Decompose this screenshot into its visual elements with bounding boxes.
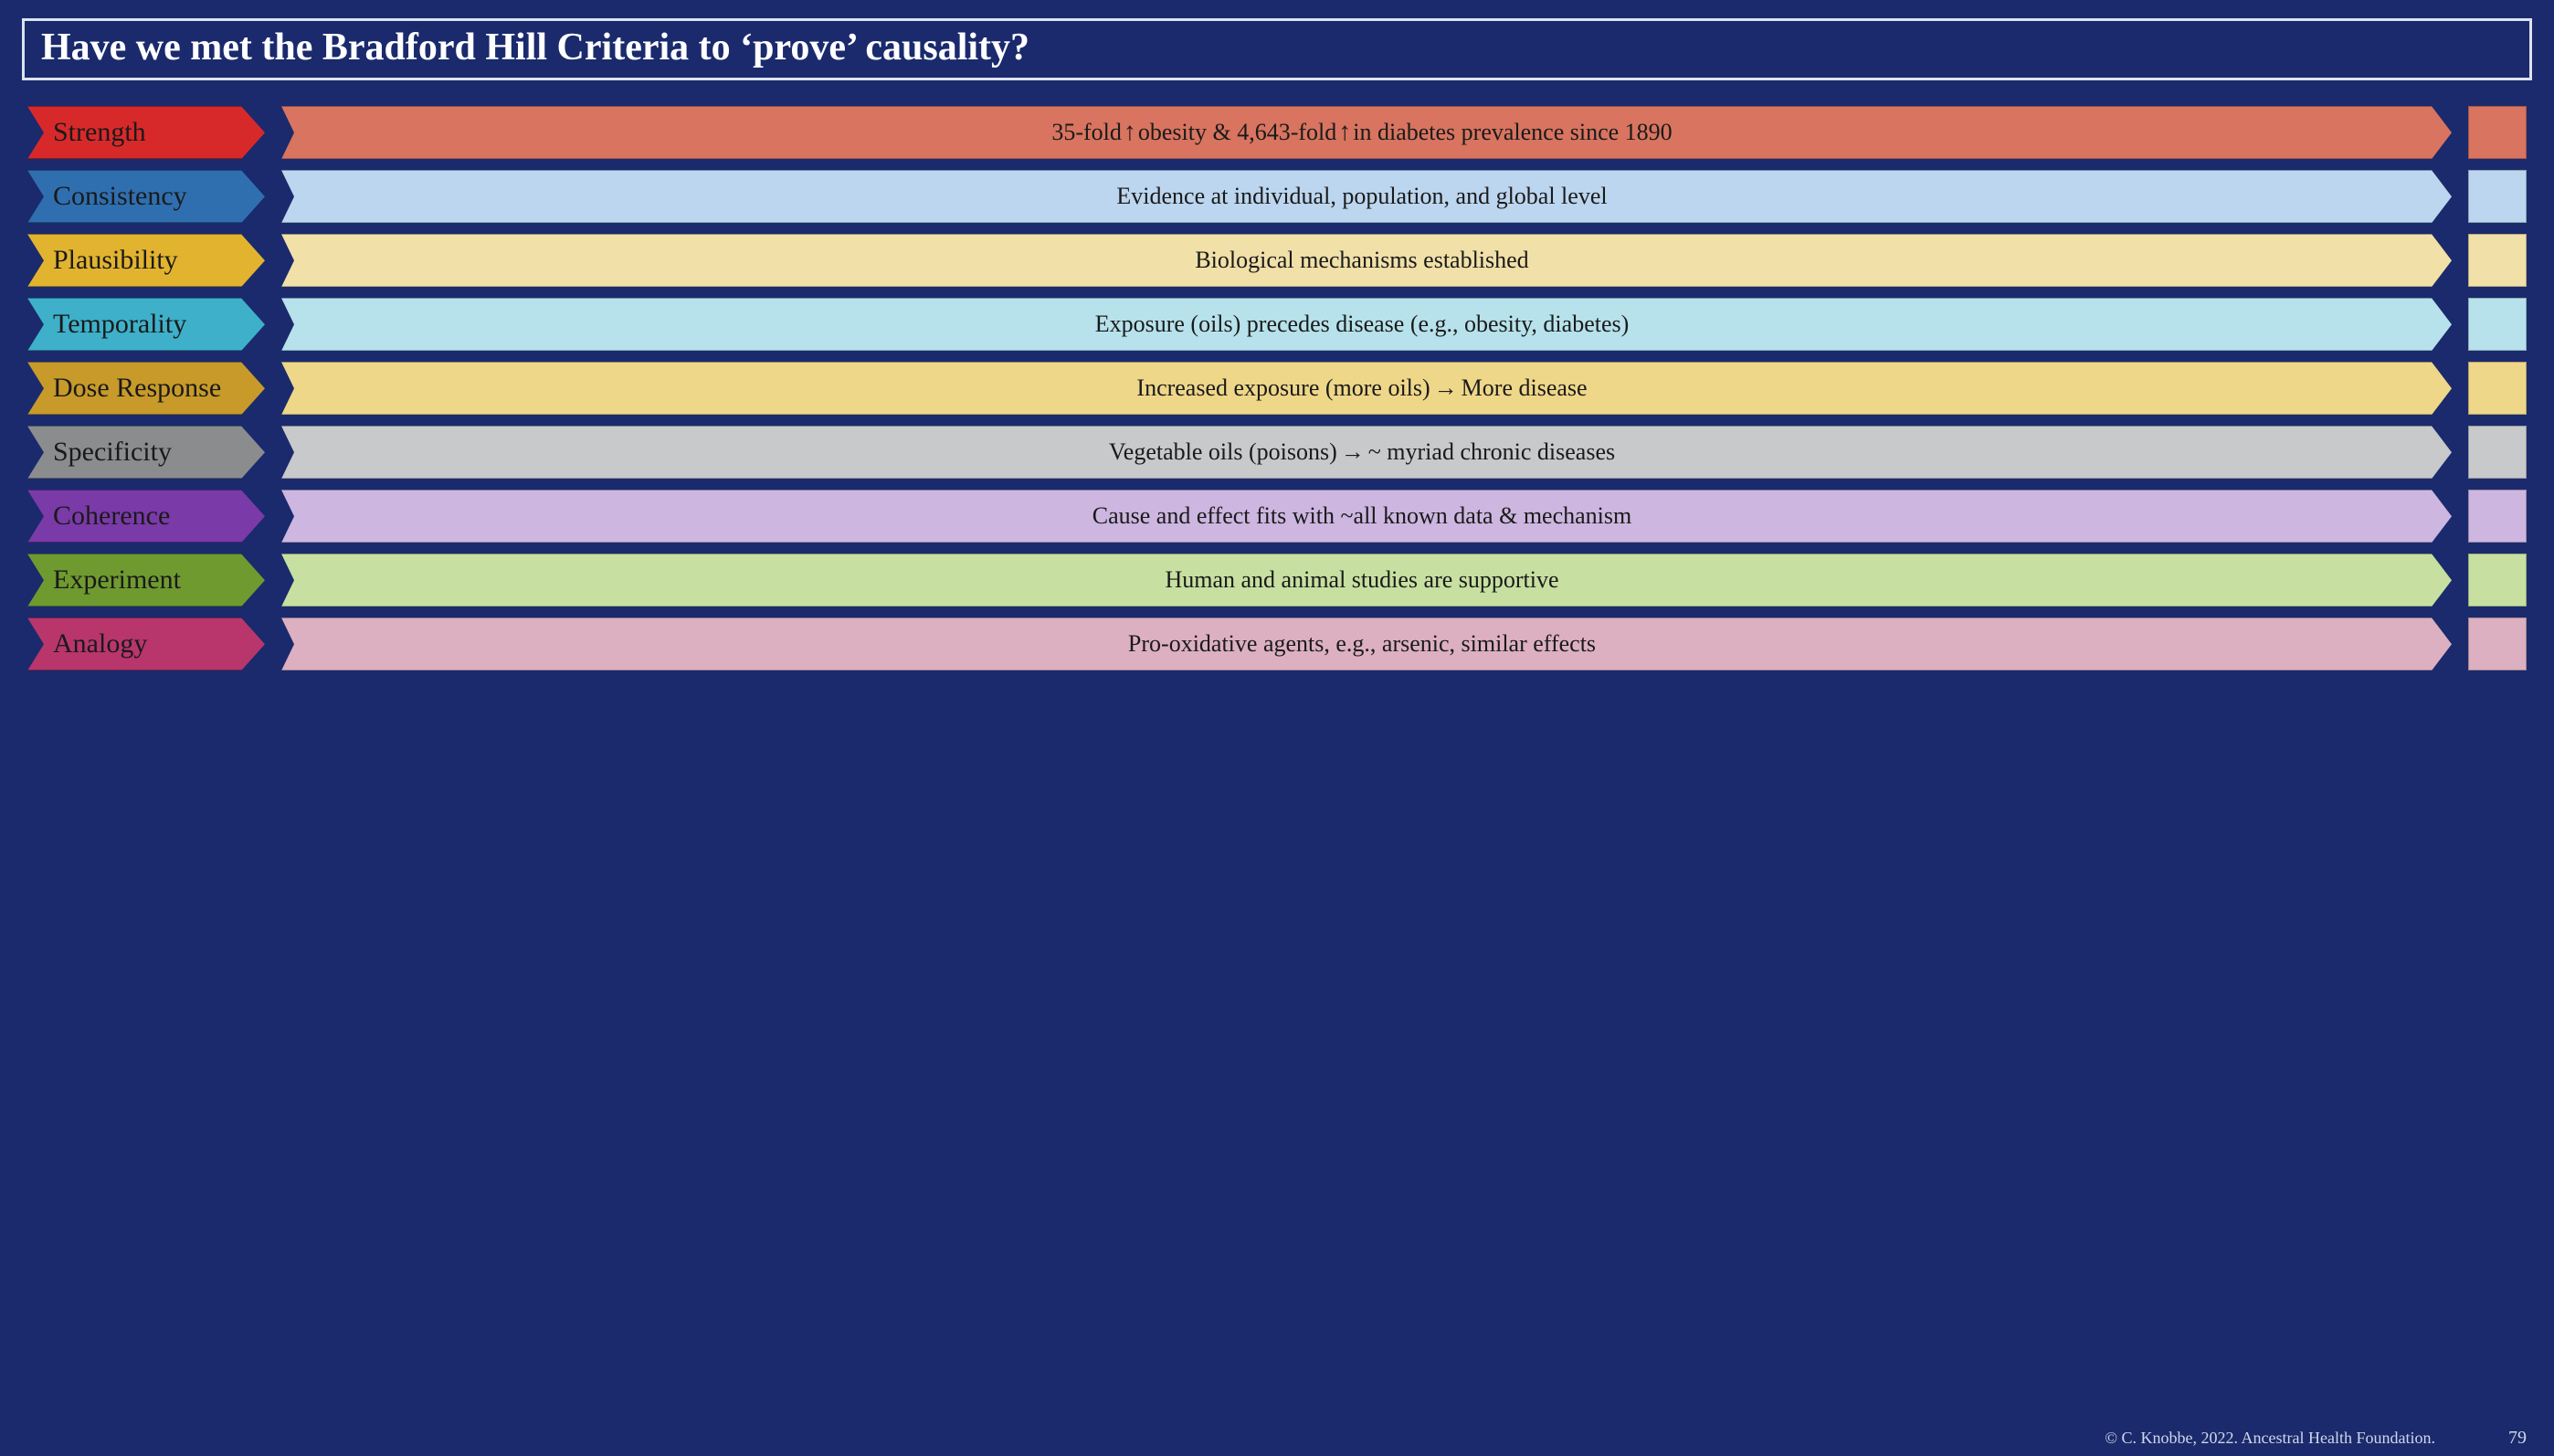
criteria-label: Temporality bbox=[27, 298, 265, 351]
criteria-description: 35-fold ↑ obesity & 4,643-fold ↑ in diab… bbox=[281, 106, 2452, 159]
criteria-label: Strength bbox=[27, 106, 265, 159]
page-number: 79 bbox=[2508, 1428, 2527, 1449]
criteria-swatch bbox=[2468, 554, 2527, 607]
title-box: Have we met the Bradford Hill Criteria t… bbox=[22, 18, 2532, 80]
criteria-description: Cause and effect fits with ~all known da… bbox=[281, 490, 2452, 543]
criteria-label: Analogy bbox=[27, 617, 265, 670]
right-arrow-icon: → bbox=[1430, 375, 1462, 402]
desc-pre: Vegetable oils (poisons) bbox=[1109, 438, 1337, 466]
criteria-description: Increased exposure (more oils) → More di… bbox=[281, 362, 2452, 415]
criteria-swatch bbox=[2468, 106, 2527, 159]
criteria-row: Consistency Evidence at individual, popul… bbox=[27, 170, 2527, 223]
criteria-row: Dose Response Increased exposure (more oi… bbox=[27, 362, 2527, 415]
criteria-description: Exposure (oils) precedes disease (e.g., … bbox=[281, 298, 2452, 351]
criteria-row: Experiment Human and animal studies are s… bbox=[27, 554, 2527, 607]
criteria-swatch bbox=[2468, 617, 2527, 670]
criteria-row: Specificity Vegetable oils (poisons) → ~ … bbox=[27, 426, 2527, 479]
right-arrow-icon: → bbox=[1337, 438, 1368, 466]
criteria-swatch bbox=[2468, 490, 2527, 543]
criteria-swatch bbox=[2468, 362, 2527, 415]
criteria-label: Coherence bbox=[27, 490, 265, 543]
slide-title: Have we met the Bradford Hill Criteria t… bbox=[41, 26, 2513, 69]
criteria-label: Experiment bbox=[27, 554, 265, 607]
criteria-row: Plausibility Biological mechanisms establ… bbox=[27, 234, 2527, 287]
desc-pre: Increased exposure (more oils) bbox=[1136, 375, 1430, 402]
criteria-label: Dose Response bbox=[27, 362, 265, 415]
criteria-row: Strength 35-fold ↑ obesity & 4,643-fold ↑… bbox=[27, 106, 2527, 159]
up-arrow-icon: ↑ bbox=[1122, 118, 1138, 147]
desc-mid: obesity & 4,643-fold bbox=[1138, 119, 1336, 146]
criteria-label: Consistency bbox=[27, 170, 265, 223]
criteria-swatch bbox=[2468, 298, 2527, 351]
criteria-swatch bbox=[2468, 234, 2527, 287]
criteria-description: Human and animal studies are supportive bbox=[281, 554, 2452, 607]
criteria-description: Vegetable oils (poisons) → ~ myriad chro… bbox=[281, 426, 2452, 479]
slide-footer: © C. Knobbe, 2022. Ancestral Health Foun… bbox=[2105, 1428, 2527, 1449]
desc-pre: 35-fold bbox=[1051, 119, 1122, 146]
desc-post: ~ myriad chronic diseases bbox=[1368, 438, 1615, 466]
copyright-text: © C. Knobbe, 2022. Ancestral Health Foun… bbox=[2105, 1429, 2435, 1448]
criteria-label: Plausibility bbox=[27, 234, 265, 287]
criteria-label: Specificity bbox=[27, 426, 265, 479]
criteria-swatch bbox=[2468, 170, 2527, 223]
criteria-row: Analogy Pro-oxidative agents, e.g., arsen… bbox=[27, 617, 2527, 670]
desc-post: in diabetes prevalence since 1890 bbox=[1353, 119, 1672, 146]
criteria-description: Pro-oxidative agents, e.g., arsenic, sim… bbox=[281, 617, 2452, 670]
criteria-row: Temporality Exposure (oils) precedes dise… bbox=[27, 298, 2527, 351]
desc-post: More disease bbox=[1462, 375, 1588, 402]
criteria-row: Coherence Cause and effect fits with ~all… bbox=[27, 490, 2527, 543]
criteria-description: Evidence at individual, population, and … bbox=[281, 170, 2452, 223]
criteria-swatch bbox=[2468, 426, 2527, 479]
criteria-rows: Strength 35-fold ↑ obesity & 4,643-fold ↑… bbox=[22, 106, 2532, 670]
up-arrow-icon: ↑ bbox=[1336, 118, 1353, 147]
criteria-description: Biological mechanisms established bbox=[281, 234, 2452, 287]
